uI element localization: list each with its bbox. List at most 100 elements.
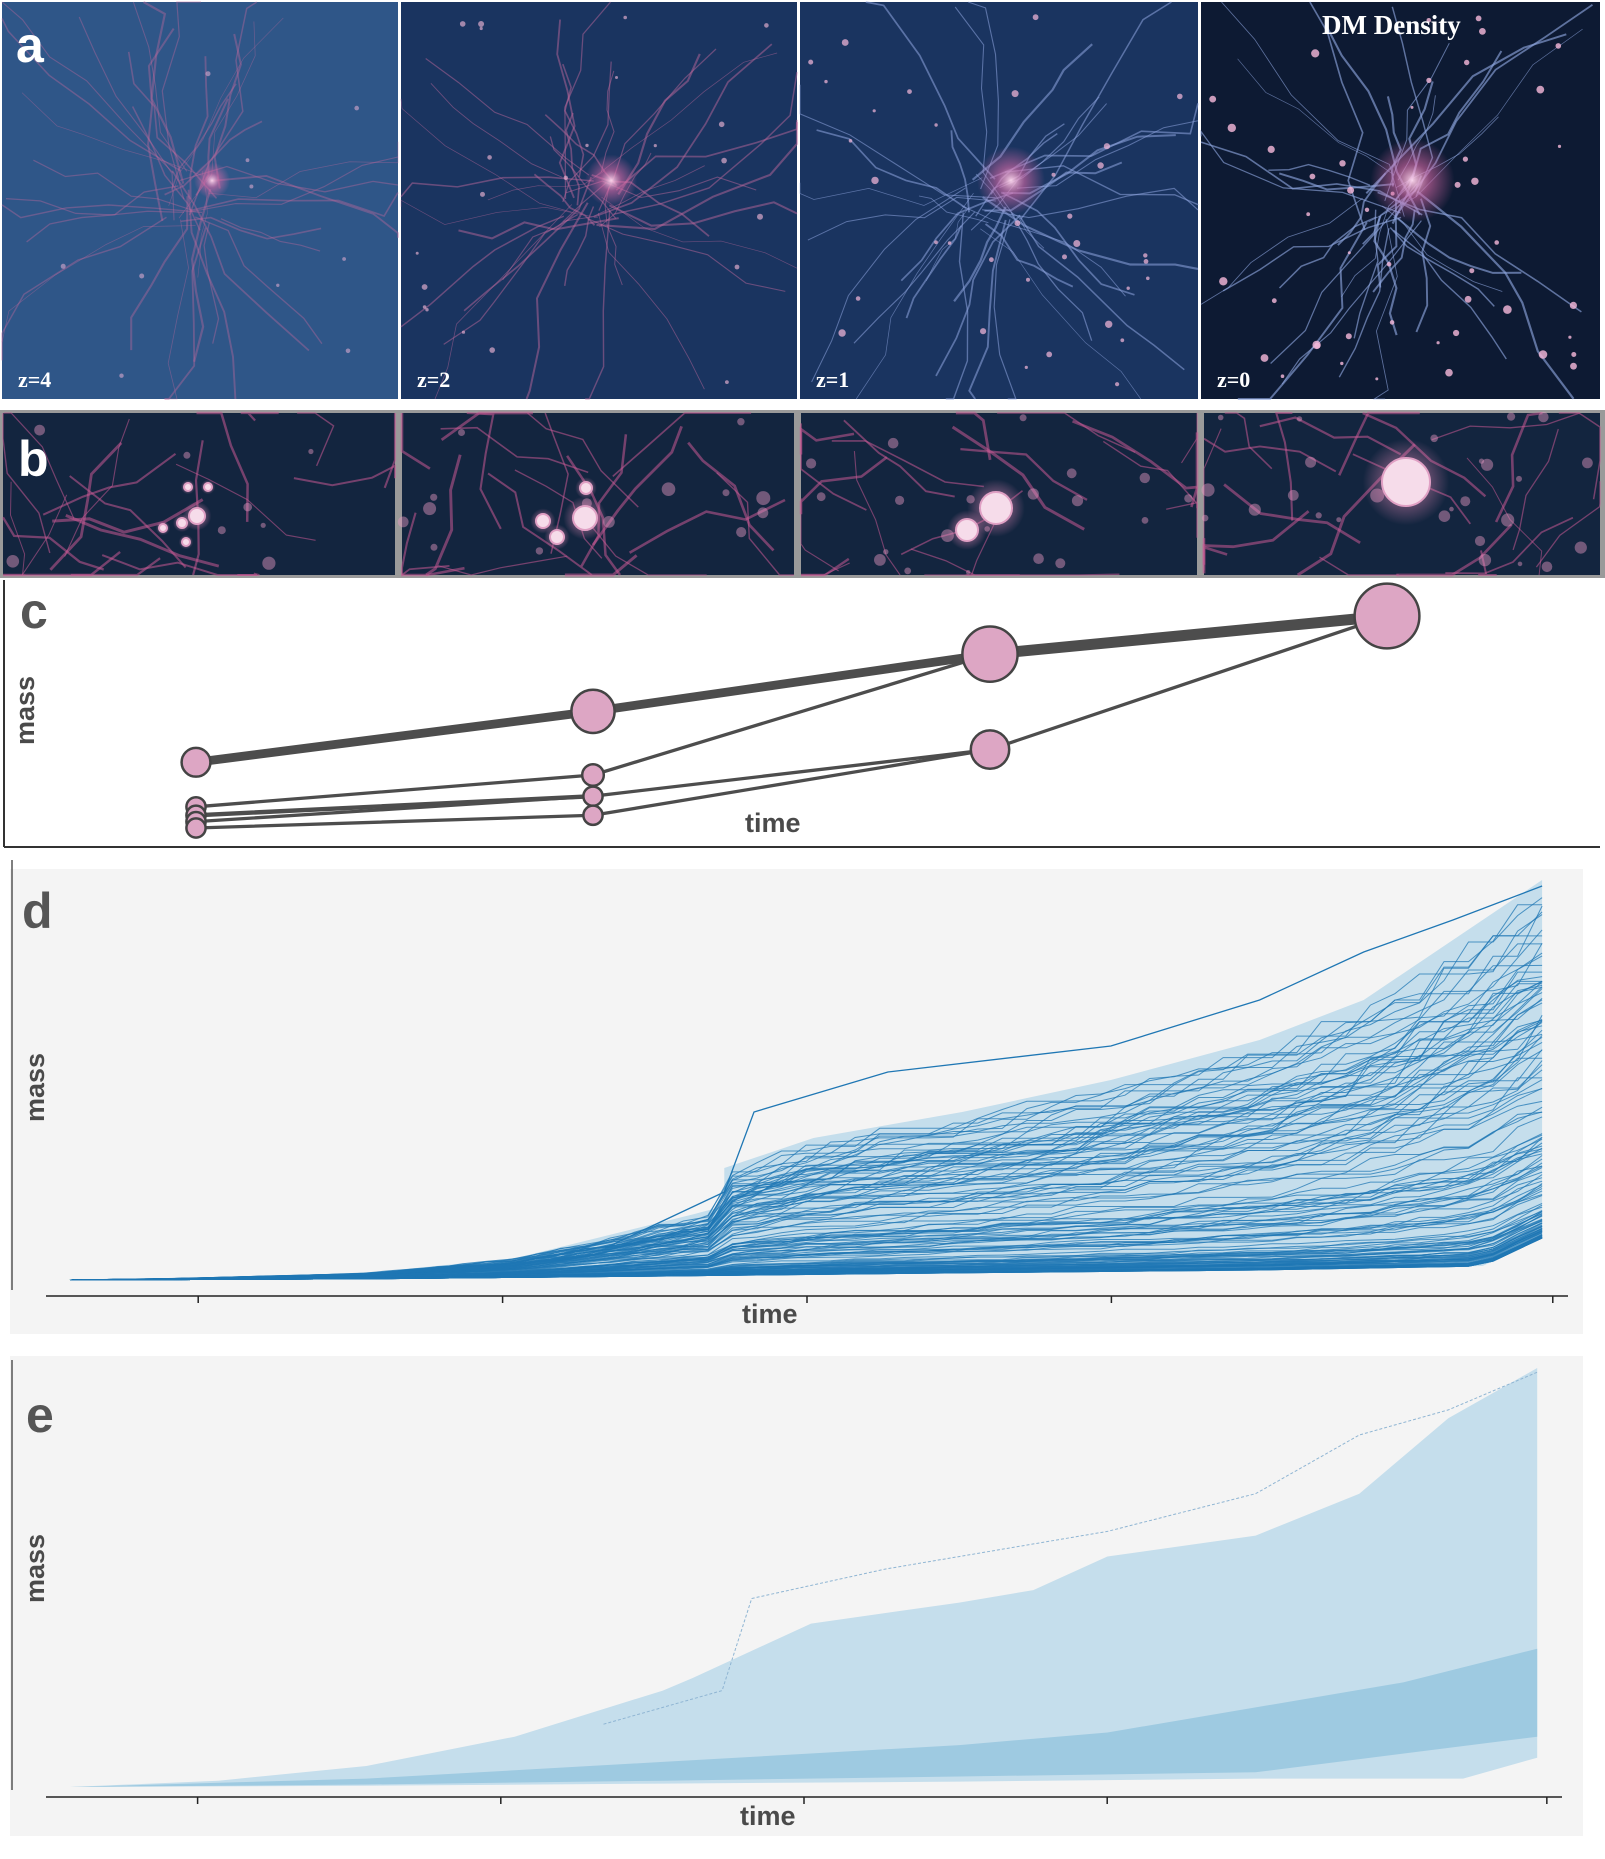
zoom-filament [293,464,396,487]
halo-knot [1569,301,1577,309]
filament [142,1,185,184]
halo-knot [1046,351,1053,358]
filament [799,84,996,199]
filament [811,187,966,383]
halo-knot [1126,286,1130,290]
halo-knot [1475,15,1482,22]
panel-c-merger-tree [3,580,1600,848]
zoom-filament [1535,481,1601,568]
merger-edge [984,610,1393,660]
zoom-knot [1474,535,1486,547]
tracked-halo [549,529,565,545]
filament [617,53,701,195]
zoom-knot [1478,458,1485,464]
tracked-halo [181,537,191,547]
density-map-tile: z=1 [799,1,1199,400]
filament [601,196,798,269]
central-halo-glow [194,162,231,199]
halo-knot [1097,162,1104,169]
halo-knot [1309,173,1316,180]
merger-node [969,729,1011,771]
halo-knot [1260,354,1269,362]
filament [918,195,989,224]
halo-knot [872,109,876,113]
filament [187,189,237,400]
halo-knot [480,191,485,197]
zoom-filament [716,472,794,576]
filament [1016,120,1199,189]
zoom-filament [65,514,220,568]
zoom-filament [64,418,130,557]
zoom-knot [423,502,437,516]
filament [1,216,167,361]
zoom-knot [458,429,465,436]
panel-e-ylabel: mass [20,1534,50,1603]
halo-knot [1375,377,1379,381]
halo-knot [1271,298,1277,304]
filament [170,83,237,190]
halo-knot [1014,220,1021,227]
halo-knot [1469,268,1475,274]
halo-knot [1051,172,1056,177]
zoom-knot [736,527,747,538]
panel-c-ylabel: mass [10,676,40,745]
merger-edge [591,747,992,817]
filament [21,92,202,176]
filament [935,215,1021,377]
halo-knot [1280,374,1285,379]
zoom-knot [756,491,771,506]
zoom-filament [400,413,431,470]
filament [168,17,284,207]
zoom-filament [800,498,839,572]
halo-knot [1026,277,1030,282]
zoom-knot [262,556,276,570]
filament [953,206,1007,302]
filament [443,214,579,345]
zoom-filament [437,555,568,576]
panel-b-halo-zooms [0,410,1605,578]
filament [982,187,1199,219]
zoom-filament [1338,411,1420,476]
merger-node [582,785,604,808]
zoom-knot [895,495,905,505]
halo-knot [461,330,466,334]
merger-node [180,746,212,778]
zoom-knot [1507,412,1516,421]
halo-knot [1340,361,1344,366]
inner-percentile-band [70,1648,1538,1787]
filament [400,176,594,198]
filament [1338,228,1390,378]
zoom-filament [591,425,683,546]
zoom-filament [1445,516,1574,575]
zoom-knot [1296,416,1303,422]
zoom-filament [1512,428,1559,551]
density-map-tile: z=4 [1,1,399,400]
filament [1237,58,1395,176]
filament [613,71,798,215]
filament [564,1,611,200]
zoom-filament [1478,550,1497,576]
filament [400,98,572,213]
filament [563,206,595,287]
halo-knot [1453,329,1460,337]
halo-knot [934,240,938,245]
zoom-knot [1582,457,1593,469]
panel-e-percentile-bands [70,1368,1538,1787]
halo-knot [425,308,429,312]
filament [1010,212,1093,341]
zoom-filament [1190,432,1199,508]
filament [430,82,563,178]
zoom-knot [397,516,409,528]
zoom-knot [1217,414,1224,421]
halo-knot [60,263,66,269]
halo-knot [623,15,627,20]
filament [180,216,322,240]
zoom-filament [1224,412,1273,470]
filament [171,170,310,352]
filament [1278,216,1377,289]
zoom-filament [1319,556,1399,576]
halo-knot [1227,123,1237,133]
filament [596,122,799,231]
zoom-knot [1516,475,1522,482]
merger-node [961,625,1019,684]
